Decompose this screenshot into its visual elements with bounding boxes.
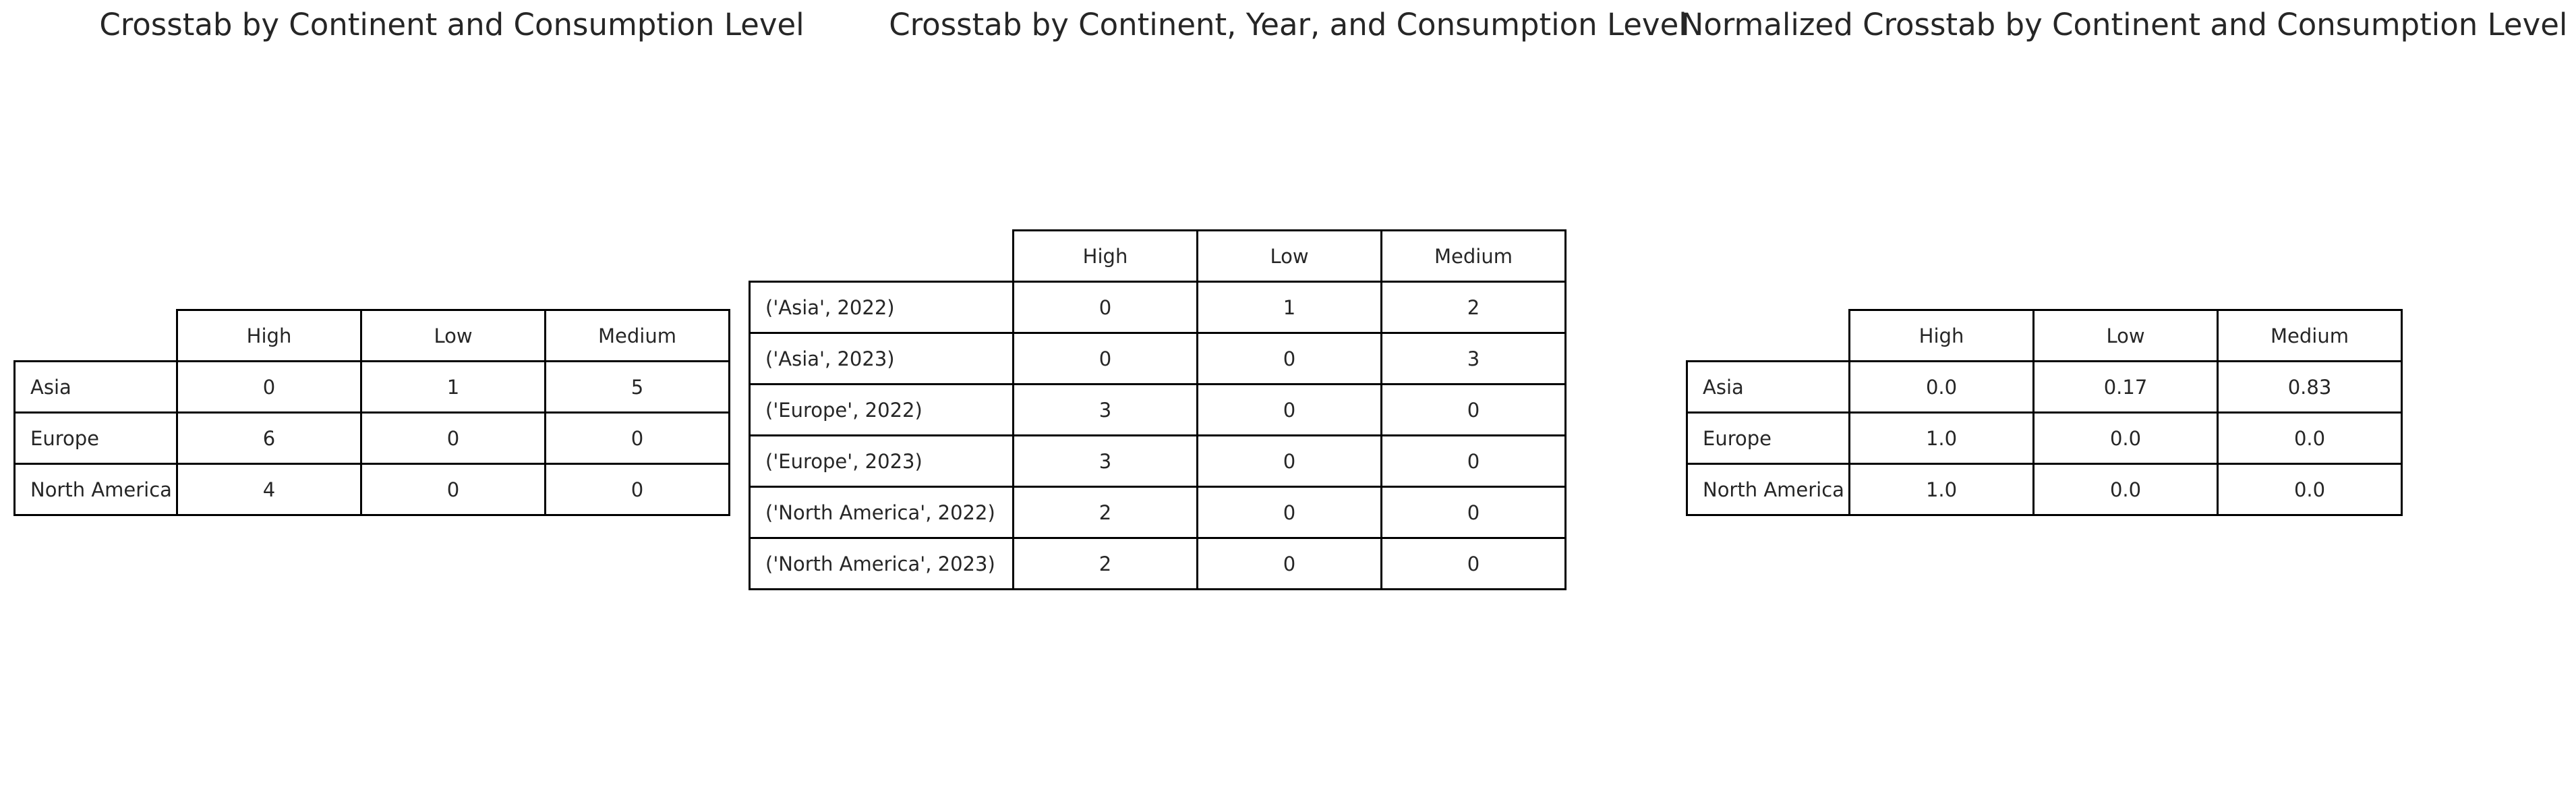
column-header-medium: Medium — [544, 309, 730, 362]
row-label: Asia — [1686, 360, 1850, 414]
table-row: ('Europe', 2023) 3 0 0 — [749, 434, 1567, 488]
table-row: Asia 0 1 5 — [13, 360, 730, 414]
crosstab-continent-table: High Low Medium Asia 0 1 5 Europe 6 0 0 North Ameri… — [13, 309, 730, 516]
cell-low: 0 — [360, 463, 546, 516]
cell-low: 0 — [1196, 434, 1382, 488]
table-row: North America 4 0 0 — [13, 463, 730, 516]
table-row: ('Europe', 2022) 3 0 0 — [749, 383, 1567, 436]
cell-low: 0 — [1196, 383, 1382, 436]
cell-high: 3 — [1012, 434, 1198, 488]
column-header-low: Low — [360, 309, 546, 362]
row-label: Europe — [1686, 411, 1850, 465]
corner-cell — [749, 230, 1014, 283]
crosstab-continent-year-table: High Low Medium ('Asia', 2022) 0 1 2 ('Asia', 2… — [749, 229, 1567, 590]
crosstab-continent-year-title: Crosstab by Continent, Year, and Consump… — [889, 7, 1687, 42]
cell-medium: 0.0 — [2217, 411, 2403, 465]
cell-high: 0 — [176, 360, 362, 414]
header-row: High Low Medium — [1687, 309, 2403, 362]
table-row: Europe 1.0 0.0 0.0 — [1686, 411, 2403, 465]
cell-medium: 0.83 — [2217, 360, 2403, 414]
table-row: ('North America', 2022) 2 0 0 — [749, 486, 1567, 539]
table-row: Europe 6 0 0 — [13, 411, 730, 465]
column-header-medium: Medium — [1380, 229, 1567, 283]
corner-cell — [1687, 310, 1850, 362]
row-label: North America — [1686, 463, 1850, 516]
cell-low: 0 — [1196, 537, 1382, 590]
cell-medium: 0 — [1380, 486, 1567, 539]
cell-low: 0 — [360, 411, 546, 465]
column-header-high: High — [1848, 309, 2035, 362]
table-row: ('Asia', 2022) 0 1 2 — [749, 281, 1567, 334]
column-header-medium: Medium — [2217, 309, 2403, 362]
normalized-crosstab-table: High Low Medium Asia 0.0 0.17 0.83 Europe 1.0 0.0… — [1686, 309, 2403, 516]
cell-medium: 0.0 — [2217, 463, 2403, 516]
cell-high: 2 — [1012, 486, 1198, 539]
cell-high: 0.0 — [1848, 360, 2035, 414]
row-label: ('Europe', 2023) — [749, 434, 1014, 488]
cell-low: 0.17 — [2032, 360, 2219, 414]
cell-medium: 0 — [544, 463, 730, 516]
cell-medium: 2 — [1380, 281, 1567, 334]
cell-high: 1.0 — [1848, 463, 2035, 516]
row-label: ('Asia', 2023) — [749, 332, 1014, 385]
column-header-low: Low — [1196, 229, 1382, 283]
row-label: ('Asia', 2022) — [749, 281, 1014, 334]
cell-high: 4 — [176, 463, 362, 516]
cell-high: 3 — [1012, 383, 1198, 436]
cell-low: 0.0 — [2032, 463, 2219, 516]
row-label: Asia — [13, 360, 178, 414]
cell-medium: 0 — [544, 411, 730, 465]
row-label: ('Europe', 2022) — [749, 383, 1014, 436]
column-header-high: High — [1012, 229, 1198, 283]
cell-medium: 5 — [544, 360, 730, 414]
cell-low: 0 — [1196, 332, 1382, 385]
header-row: High Low Medium — [14, 309, 730, 362]
cell-high: 0 — [1012, 332, 1198, 385]
crosstab-continent-title: Crosstab by Continent and Consumption Le… — [99, 7, 804, 42]
column-header-high: High — [176, 309, 362, 362]
cell-high: 1.0 — [1848, 411, 2035, 465]
table-row: North America 1.0 0.0 0.0 — [1686, 463, 2403, 516]
cell-low: 1 — [1196, 281, 1382, 334]
cell-medium: 0 — [1380, 434, 1567, 488]
column-header-low: Low — [2032, 309, 2219, 362]
table-row: Asia 0.0 0.17 0.83 — [1686, 360, 2403, 414]
table-row: ('Asia', 2023) 0 0 3 — [749, 332, 1567, 385]
cell-low: 0.0 — [2032, 411, 2219, 465]
cell-high: 2 — [1012, 537, 1198, 590]
row-label: ('North America', 2022) — [749, 486, 1014, 539]
row-label: ('North America', 2023) — [749, 537, 1014, 590]
cell-low: 0 — [1196, 486, 1382, 539]
cell-low: 1 — [360, 360, 546, 414]
row-label: North America — [13, 463, 178, 516]
table-row: ('North America', 2023) 2 0 0 — [749, 537, 1567, 590]
cell-medium: 0 — [1380, 537, 1567, 590]
row-label: Europe — [13, 411, 178, 465]
cell-high: 6 — [176, 411, 362, 465]
normalized-crosstab-title: Normalized Crosstab by Continent and Con… — [1680, 7, 2568, 42]
cell-medium: 0 — [1380, 383, 1567, 436]
header-row: High Low Medium — [749, 229, 1567, 283]
corner-cell — [14, 310, 178, 362]
cell-high: 0 — [1012, 281, 1198, 334]
cell-medium: 3 — [1380, 332, 1567, 385]
